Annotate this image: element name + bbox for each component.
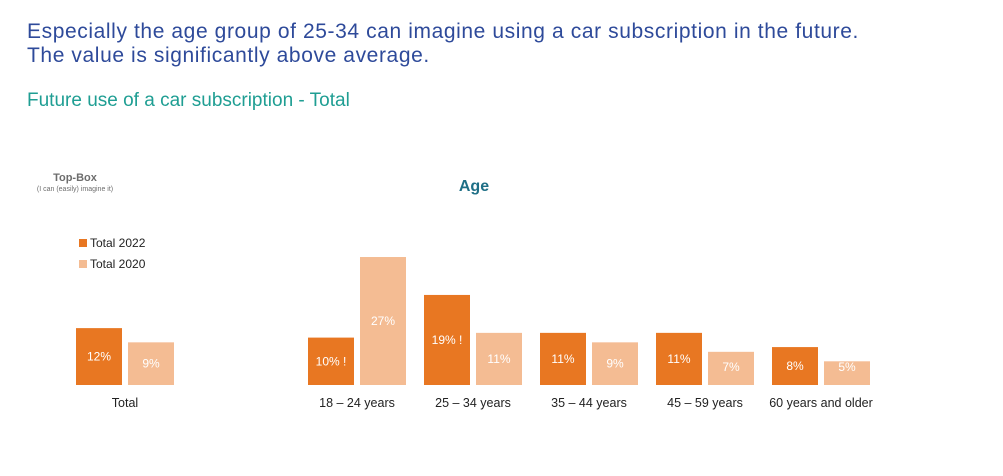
bar-2020-2: [476, 332, 522, 385]
y-axis-note: (I can (easily) imagine it): [36, 186, 114, 193]
bar-2022-5: [772, 347, 818, 385]
legend-swatch-2020: [79, 259, 87, 268]
bar-value-label-2020-0: 9%: [142, 357, 160, 371]
bar-value-label-2022-1: 10% !: [316, 354, 347, 368]
headline-line-2: The value is significantly above average…: [27, 44, 430, 67]
legend-item-2020: Total 2020: [79, 253, 145, 274]
legend-swatch-2022: [79, 238, 87, 247]
bar-2020-1: [360, 257, 406, 385]
y-axis-caption: Top-Box (I can (easily) imagine it): [20, 172, 130, 193]
bar-2022-3: [540, 332, 586, 385]
bar-value-label-2020-4: 7%: [722, 360, 740, 374]
bar-value-label-2020-5: 5%: [838, 360, 856, 374]
bar-2020-3: [592, 342, 638, 385]
age-group-title: Age: [458, 178, 490, 195]
bar-value-label-2020-2: 11%: [487, 352, 510, 366]
category-label-2: 25 – 34 years: [435, 396, 511, 410]
bar-2020-4: [708, 351, 754, 385]
bar-2022-4: [656, 332, 702, 385]
legend-item-2022: Total 2022: [79, 232, 145, 253]
category-label-5: 60 years and older: [769, 396, 873, 410]
bar-value-label-2022-4: 11%: [667, 352, 690, 366]
category-label-3: 35 – 44 years: [551, 396, 627, 410]
bar-value-label-2022-3: 11%: [551, 352, 574, 366]
bar-value-label-2020-3: 9%: [606, 357, 624, 371]
bar-value-label-2022-0: 12%: [87, 350, 111, 364]
category-label-1: 18 – 24 years: [319, 396, 395, 410]
category-label-4: 45 – 59 years: [667, 396, 743, 410]
category-label-0: Total: [112, 396, 138, 410]
bar-2022-2: [424, 294, 470, 385]
y-axis-label: Top-Box: [53, 172, 97, 184]
bar-2022-1: [308, 337, 354, 385]
chart-subtitle: Future use of a car subscription - Total: [27, 90, 350, 111]
bar-2020-0: [128, 342, 174, 385]
legend: Total 2022 Total 2020: [79, 232, 145, 274]
headline: Especially the age group of 25-34 can im…: [27, 20, 987, 68]
bar-value-label-2022-5: 8%: [786, 359, 804, 373]
legend-label-2022: Total 2022: [90, 235, 146, 250]
legend-label-2020: Total 2020: [90, 256, 146, 271]
bar-value-label-2020-1: 27%: [371, 314, 395, 328]
bar-2020-5: [824, 361, 870, 385]
headline-line-1: Especially the age group of 25-34 can im…: [27, 20, 859, 43]
bar-value-label-2022-2: 19% !: [432, 333, 463, 347]
bar-2022-0: [76, 328, 122, 385]
